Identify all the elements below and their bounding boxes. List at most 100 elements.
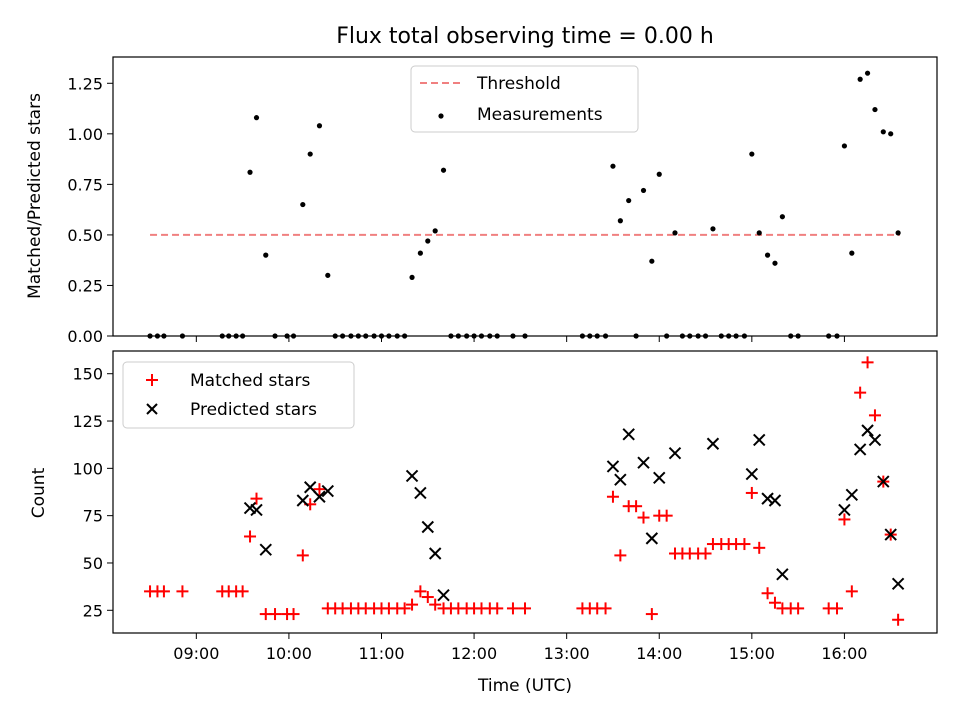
matched-star-marker	[831, 602, 844, 615]
matched-star-marker	[854, 386, 867, 399]
matched-star-marker	[506, 602, 519, 615]
matched-star-marker	[637, 511, 650, 524]
measurement-point	[626, 197, 632, 204]
legend-measurements-marker	[438, 113, 444, 119]
matched-star-marker	[868, 409, 881, 422]
matched-star-marker	[236, 585, 249, 598]
measurement-point	[263, 252, 269, 258]
predicted-star-marker	[622, 428, 635, 441]
predicted-star-marker	[653, 471, 666, 485]
measurement-point	[857, 76, 863, 82]
matched-star-marker	[269, 608, 282, 621]
x-tick-label: 11:00	[358, 644, 404, 663]
predicted-star-marker	[761, 492, 774, 505]
matched-star-marker	[792, 602, 805, 615]
x-tick-label: 16:00	[821, 644, 867, 663]
legend-threshold-label: Threshold	[476, 74, 561, 94]
predicted-star-marker	[313, 490, 326, 503]
predicted-star-marker	[845, 488, 859, 502]
bottom-y-tick-label: 75	[83, 507, 103, 526]
matched-star-marker	[398, 602, 411, 615]
matched-star-marker	[630, 500, 643, 513]
matched-star-marker	[761, 587, 774, 600]
measurement-point	[864, 70, 871, 76]
top-legend-box	[410, 65, 639, 133]
measurement-point	[656, 171, 662, 177]
predicted-star-marker	[884, 528, 897, 541]
measurement-point	[617, 218, 623, 224]
predicted-star-marker	[637, 456, 650, 469]
measurement-point	[253, 115, 260, 121]
x-tick-label: 14:00	[636, 644, 682, 663]
x-tick-label: 12:00	[451, 644, 497, 663]
bottom-y-axis-label: Count	[29, 467, 49, 518]
measurement-point	[640, 187, 647, 194]
measurement-point	[772, 260, 778, 266]
top-y-tick-label: 0.75	[67, 175, 103, 194]
matched-star-marker	[414, 585, 427, 598]
x-tick-label: 13:00	[544, 644, 590, 663]
top-y-tick-label: 0.25	[67, 276, 103, 295]
measurement-point	[425, 238, 431, 244]
predicted-star-marker	[868, 433, 882, 447]
top-y-tick-label: 0.00	[67, 327, 103, 346]
predicted-star-marker	[838, 503, 851, 517]
measurement-point	[432, 228, 438, 234]
measurement-point	[409, 274, 415, 280]
top-axes-frame	[112, 56, 938, 337]
measurement-point	[610, 163, 616, 169]
x-tick-label: 10:00	[266, 644, 312, 663]
measurement-point	[888, 131, 894, 137]
top-y-tick-label: 1.00	[67, 125, 103, 144]
measurement-point	[895, 230, 901, 236]
matched-star-marker	[660, 509, 673, 522]
predicted-star-marker	[753, 433, 766, 447]
matched-star-marker	[287, 608, 300, 621]
measurement-point	[749, 151, 755, 157]
measurement-point	[710, 226, 716, 232]
matched-star-marker	[491, 602, 504, 615]
bottom-axes-frame	[112, 350, 938, 634]
predicted-star-marker	[853, 443, 867, 456]
matched-star-marker	[406, 598, 419, 611]
predicted-star-marker	[891, 577, 905, 590]
predicted-star-marker	[645, 532, 659, 545]
bottom-y-tick-label: 125	[72, 412, 103, 431]
measurement-point	[872, 106, 878, 113]
matched-star-marker	[699, 547, 712, 560]
measurement-point	[325, 272, 331, 278]
bottom-y-tick-label: 100	[72, 459, 103, 478]
measurement-point	[316, 123, 323, 129]
matched-star-marker	[157, 585, 170, 598]
matched-star-marker	[614, 549, 627, 562]
predicted-star-marker	[303, 481, 317, 494]
predicted-star-marker	[421, 520, 434, 534]
measurement-point	[756, 230, 762, 236]
matched-star-marker	[176, 585, 189, 598]
matched-star-marker	[606, 490, 619, 503]
top-panel: Flux total observing time = 0.00 h Match…	[25, 24, 938, 346]
legend-matched-marker	[146, 374, 158, 386]
top-legend: Threshold Measurements	[410, 65, 639, 133]
predicted-star-marker	[414, 486, 427, 500]
measurement-point	[880, 129, 886, 135]
predicted-star-marker	[405, 469, 419, 483]
measurement-point	[764, 252, 771, 258]
bottom-y-tick-label: 25	[83, 601, 103, 620]
legend-measurements-label: Measurements	[477, 105, 603, 125]
predicted-star-marker	[776, 568, 789, 581]
measurement-point	[841, 143, 848, 149]
predicted-star-marker	[706, 437, 720, 450]
measurement-point	[672, 230, 678, 236]
matched-star-marker	[519, 602, 531, 615]
measurement-point	[649, 258, 655, 264]
top-y-tick-label: 0.50	[67, 226, 103, 245]
predicted-star-marker	[861, 424, 874, 437]
matched-star-marker	[313, 483, 326, 496]
matched-star-marker	[429, 598, 442, 611]
top-chart-title: Flux total observing time = 0.00 h	[336, 24, 714, 49]
matched-star-marker	[296, 549, 309, 562]
predicted-star-marker	[745, 467, 759, 481]
top-plot-area: 0.00 0.25 0.50 0.75 1.00 1.25	[67, 70, 901, 346]
matched-star-marker	[745, 486, 758, 499]
